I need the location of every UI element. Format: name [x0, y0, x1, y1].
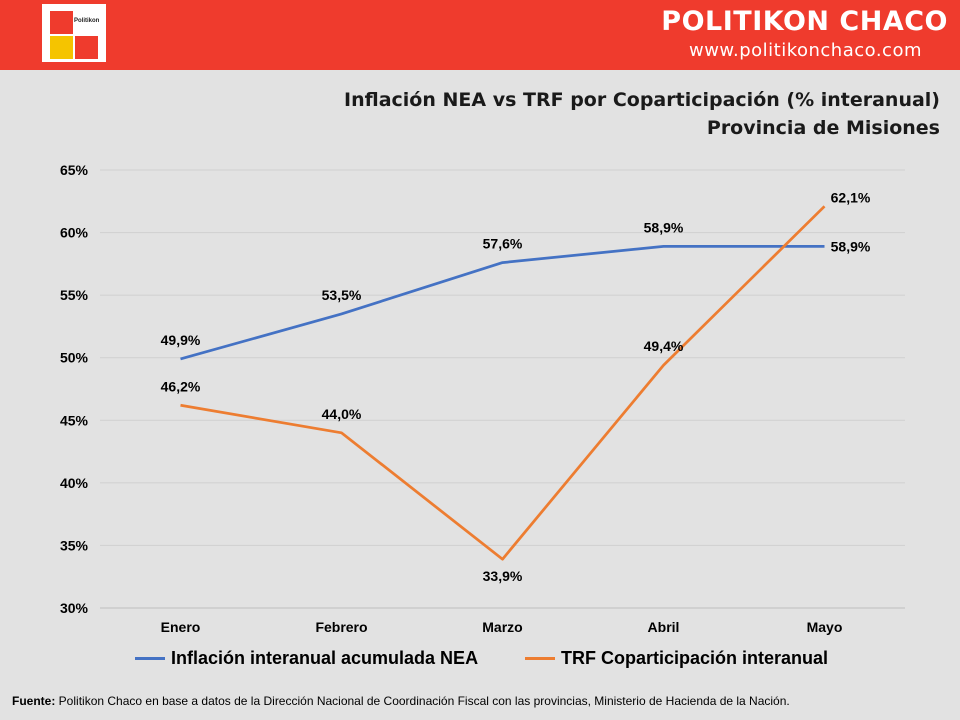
x-tick-label: Febrero — [315, 619, 367, 635]
y-axis: 30% 35% 40% 45% 50% 55% 60% 65% — [60, 162, 89, 616]
brand-url: www.politikonchaco.com — [688, 40, 922, 61]
legend-line-orange — [525, 657, 555, 660]
data-label: 58,9% — [831, 238, 871, 254]
politikon-logo: Politikon — [42, 4, 106, 62]
line-chart: 30% 35% 40% 45% 50% 55% 60% 65% Enero Febrero Mar… — [60, 162, 905, 635]
x-tick-label: Marzo — [482, 619, 522, 635]
chart-title: Inflación NEA vs TRF por Coparticipación… — [344, 89, 940, 111]
data-label: 58,9% — [644, 219, 684, 235]
data-labels: 49,9% 53,5% 57,6% 58,9% 58,9% 46,2% 44,0% 33,9%… — [161, 189, 871, 584]
logo-square-yellow — [50, 36, 73, 59]
legend-item-trf: TRF Coparticipación interanual — [525, 648, 828, 669]
data-label: 49,9% — [161, 332, 201, 348]
y-tick-label: 60% — [60, 225, 89, 241]
data-label: 53,5% — [322, 287, 362, 303]
series-line-0 — [180, 244, 825, 361]
brand-name: POLITIKON CHACO — [661, 6, 948, 37]
data-label: 62,1% — [831, 189, 871, 205]
logo-text: Politikon — [74, 18, 100, 24]
x-tick-label: Mayo — [807, 619, 843, 635]
legend-line-blue — [135, 657, 165, 660]
x-tick-label: Abril — [648, 619, 680, 635]
y-tick-label: 40% — [60, 475, 89, 491]
data-label: 33,9% — [483, 568, 523, 584]
logo-square-red — [50, 11, 73, 34]
logo-square-red-2 — [75, 36, 98, 59]
legend-item-inflacion: Inflación interanual acumulada NEA — [135, 648, 478, 669]
y-tick-label: 35% — [60, 537, 89, 553]
legend-label-inflacion: Inflación interanual acumulada NEA — [171, 648, 479, 668]
data-label: 49,4% — [644, 338, 684, 354]
x-axis: Enero Febrero Marzo Abril Mayo — [161, 619, 843, 635]
data-label: 44,0% — [322, 406, 362, 422]
legend-label-trf: TRF Coparticipación interanual — [561, 648, 829, 668]
y-tick-label: 65% — [60, 162, 89, 178]
y-tick-label: 45% — [60, 412, 89, 428]
series-line-1 — [180, 205, 826, 561]
data-label: 46,2% — [161, 378, 201, 394]
data-label: 57,6% — [483, 236, 523, 252]
header-bar: Politikon POLITIKON CHACO www.politikonc… — [0, 0, 960, 70]
y-tick-label: 50% — [60, 350, 89, 366]
x-tick-label: Enero — [161, 619, 201, 635]
source-note: Fuente: Politikon Chaco en base a datos … — [12, 694, 790, 708]
grid-lines — [100, 169, 905, 609]
chart-subtitle: Provincia de Misiones — [706, 117, 940, 139]
chart-title-block: Inflación NEA vs TRF por Coparticipación… — [344, 86, 940, 142]
source-label: Fuente: — [12, 694, 56, 708]
source-text: Politikon Chaco en base a datos de la Di… — [55, 694, 790, 708]
y-tick-label: 55% — [60, 287, 89, 303]
y-tick-label: 30% — [60, 600, 89, 616]
series-lines — [180, 205, 826, 561]
logo-square-white — [75, 11, 98, 34]
